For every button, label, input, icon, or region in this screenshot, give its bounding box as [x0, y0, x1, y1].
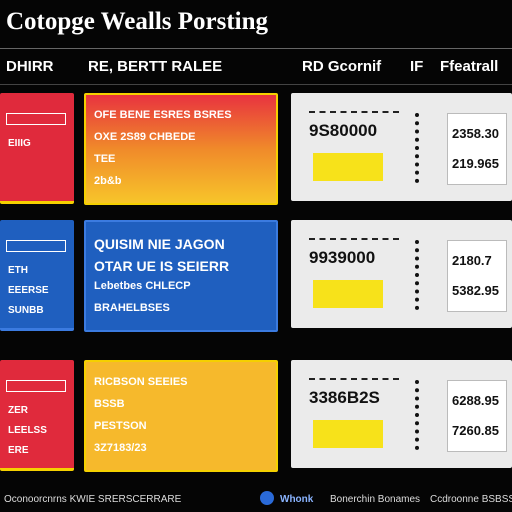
bar [6, 240, 66, 252]
value-box: 2180.7 5382.95 [447, 240, 507, 312]
icon [260, 491, 274, 505]
small-number: 5382.95 [452, 283, 499, 298]
header-cell: RE, BERTT RALEE [88, 58, 223, 75]
divider [0, 84, 512, 85]
right-card: 3386B2S 6288.95 7260.85 [291, 360, 512, 468]
footer-text: Ccdroonne BSBSS [430, 494, 512, 505]
header-cell: IF [410, 58, 424, 75]
dots [415, 113, 424, 183]
left-card: EIIIG [0, 93, 74, 204]
card-text: ERE [8, 445, 29, 456]
card-text: BSSB [94, 398, 125, 410]
card-text: ZER [8, 405, 28, 416]
yellow-block [313, 280, 383, 308]
card-text: EIIIG [8, 138, 31, 149]
middle-card: QUISIM NIE JAGON OTAR UE IS SEIERR Lebetbe… [84, 220, 278, 332]
header-cell: DHIRR [6, 58, 54, 75]
card-text: SUNBB [8, 305, 44, 316]
divider [0, 48, 512, 49]
card-text: EEERSE [8, 285, 49, 296]
big-number: 3386B2S [309, 388, 380, 407]
card-text: LEELSS [8, 425, 47, 436]
bar [6, 380, 66, 392]
yellow-block [313, 153, 383, 181]
dots [415, 240, 424, 310]
middle-card: RICBSON SEEIES BSSB PESTSON 3Z7183/23 [84, 360, 278, 472]
card-text: 2b&b [94, 175, 122, 187]
small-number: 2180.7 [452, 253, 492, 268]
value-box: 6288.95 7260.85 [447, 380, 507, 452]
small-number: 7260.85 [452, 423, 499, 438]
dash [309, 238, 399, 240]
right-card: 9939000 2180.7 5382.95 [291, 220, 512, 328]
value-box: 2358.30 219.965 [447, 113, 507, 185]
footer-text: Oconoorcnrns KWIE SRERSCERRARE [4, 494, 182, 505]
footer-link[interactable]: Whonk [280, 494, 314, 505]
dots [415, 380, 424, 450]
dash [309, 111, 399, 113]
footer-text: Bonerchin Bonames [330, 494, 421, 505]
card-text: PESTSON [94, 420, 147, 432]
big-number: 9S80000 [309, 121, 378, 140]
middle-card: OFE BENE ESRES BSRES OXE 2S89 CHBEDE TEE 2b… [84, 93, 278, 205]
header-cell: Ffeatrall [440, 58, 499, 75]
card-text: QUISIM NIE JAGON [94, 236, 225, 252]
card-text: ETH [8, 265, 28, 276]
bar [6, 113, 66, 125]
card-text: OTAR UE IS SEIERR [94, 258, 230, 274]
small-number: 2358.30 [452, 126, 499, 141]
card-text: OXE 2S89 CHBEDE [94, 131, 196, 143]
left-card: ETH EEERSE SUNBB [0, 220, 74, 331]
card-text: BRAHELBSES [94, 302, 170, 314]
title: Cotopge Wealls Porsting [6, 8, 269, 35]
card-text: RICBSON SEEIES [94, 376, 188, 388]
card-text: TEE [94, 153, 116, 165]
header-cell: RD Gcornif [302, 58, 382, 75]
card-text: 3Z7183/23 [94, 442, 147, 454]
left-card: ZER LEELSS ERE [0, 360, 74, 471]
card-text: OFE BENE ESRES BSRES [94, 109, 232, 121]
big-number: 9939000 [309, 248, 376, 267]
small-number: 6288.95 [452, 393, 499, 408]
card-text: Lebetbes CHLECP [94, 280, 191, 292]
right-card: 9S80000 2358.30 219.965 [291, 93, 512, 201]
yellow-block [313, 420, 383, 448]
small-number: 219.965 [452, 156, 499, 171]
dash [309, 378, 399, 380]
